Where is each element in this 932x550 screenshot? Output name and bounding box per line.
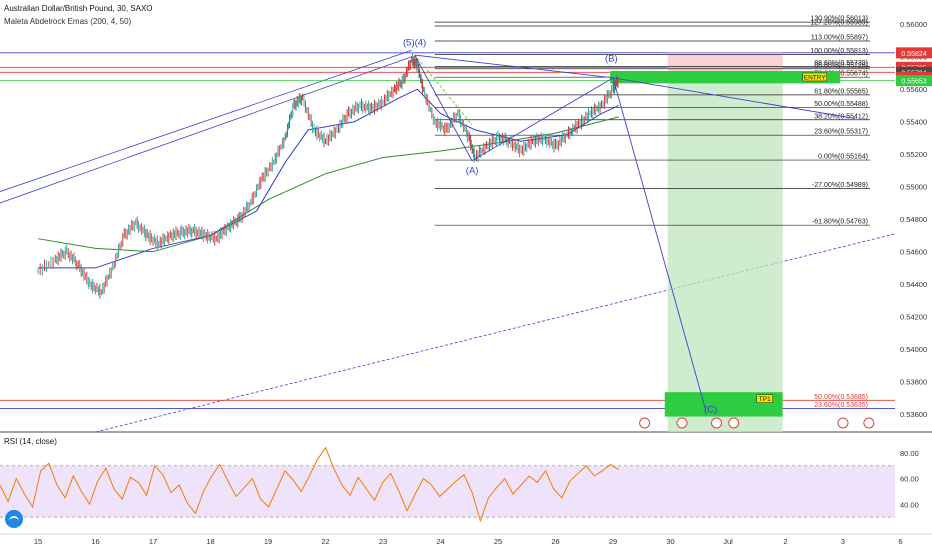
lower-fib-label: 50.00%(0.53685) (814, 394, 868, 401)
price-tick-label: 0.54400 (900, 280, 927, 289)
fib-level-label: 38.20%(0.55412) (814, 113, 868, 120)
wave-top-line (414, 54, 614, 79)
price-tag (896, 47, 932, 59)
time-tick-label: 23 (379, 537, 387, 546)
fib-level-label: 50.00%(0.55488) (814, 101, 868, 108)
time-tick-label: 2 (783, 537, 787, 546)
fib-level-label: 100.00%(0.55813) (810, 48, 868, 55)
time-tick-label: 19 (264, 537, 272, 546)
channel-line-upper (0, 56, 412, 204)
price-tick-label: 0.56000 (900, 20, 927, 29)
event-marker-icon (728, 417, 740, 429)
entry-zone (610, 71, 841, 84)
wave-c-projection (612, 77, 706, 408)
target-badge-label: TP1 (759, 396, 771, 403)
price-tick-label: 0.54800 (900, 215, 927, 224)
price-tick-label: 0.53600 (900, 410, 927, 419)
price-tick-label: 0.54000 (900, 345, 927, 354)
price-tick-label: 0.55400 (900, 118, 927, 127)
rsi-tick-label: 80.00 (900, 449, 919, 458)
time-tick-label: 3 (841, 537, 845, 546)
wave-abc-line (414, 54, 614, 162)
rsi-band (0, 465, 895, 518)
entry-badge-label: ENTRY (804, 74, 827, 81)
time-tick-label: 15 (34, 537, 42, 546)
target-badge (756, 394, 773, 403)
time-tick-label: 29 (609, 537, 617, 546)
event-marker-icon (711, 417, 722, 429)
time-tick-label: 18 (206, 537, 214, 546)
time-tick-label: 22 (321, 537, 329, 546)
wave-label: (C) (704, 405, 717, 416)
time-tick-label: 30 (666, 537, 674, 546)
tradingview-logo-icon[interactable] (5, 510, 23, 528)
take-profit-zone (667, 77, 783, 433)
wave-label: (B) (605, 54, 618, 65)
price-tick-label: 0.54600 (900, 248, 927, 257)
lower-fib-label: 23.60%(0.53635) (814, 402, 868, 409)
fib-level-label: 78.60%(0.55674) (814, 71, 868, 78)
price-tick-label: 0.55200 (900, 150, 927, 159)
time-tick-label: 25 (494, 537, 502, 546)
fib-level-label: 127.20%(0.55989) (810, 20, 868, 27)
time-tick-label: 6 (898, 537, 902, 546)
rsi-legend: RSI (14, close) (4, 437, 57, 446)
ema-slow-line (37, 116, 619, 253)
rsi-tick-label: 60.00 (900, 475, 919, 484)
chart-title: Australian Dollar/British Pound, 30, SAX… (4, 4, 153, 13)
event-marker-icon (837, 417, 849, 429)
channel-line-lower (0, 49, 412, 192)
dashed-green-line (417, 58, 473, 126)
time-tick-label: 16 (91, 537, 99, 546)
fib-level-label: 0.00%(0.55164) (818, 154, 868, 161)
price-tag-label: 0.55824 (901, 51, 926, 58)
rsi-line (0, 446, 620, 523)
event-marker-icon (863, 417, 875, 429)
time-tick-label: 17 (149, 537, 157, 546)
wave-label: (5)(4) (403, 37, 426, 48)
entry-badge (802, 72, 827, 82)
event-marker-icon (676, 417, 688, 429)
wave-fan-line (612, 77, 856, 119)
price-tag (896, 75, 932, 87)
fib-level-label: 86.60%(0.55726) (814, 62, 868, 69)
price-tag-label: 0.55653 (901, 79, 926, 86)
event-marker-icon (639, 417, 651, 429)
price-tick-label: 0.54200 (900, 313, 927, 322)
price-tick-label: 0.55600 (900, 85, 927, 94)
rsi-tick-label: 40.00 (900, 500, 919, 509)
fib-level-label: 23.60%(0.55317) (814, 129, 868, 136)
time-tick-label: Jul (723, 537, 733, 546)
fib-level-label: 113.00%(0.55897) (811, 34, 868, 41)
indicator-legend: Maleta Abdelrock Emas (200, 4, 50) (4, 17, 132, 26)
wave-label: (A) (466, 166, 479, 177)
price-tick-label: 0.53800 (900, 378, 927, 387)
fib-level-label: -27.00%(0.54989) (812, 182, 868, 189)
time-tick-label: 26 (551, 537, 559, 546)
fib-level-label: 61.80%(0.55565) (814, 88, 868, 95)
fib-level-label: 130.90%(0.56013) (810, 16, 868, 23)
price-tick-label: 0.55000 (900, 183, 927, 192)
fib-level-label: 88.60%(0.55739) (814, 60, 868, 67)
fib-level-label: -61.80%(0.54763) (812, 219, 868, 226)
time-tick-label: 24 (436, 537, 444, 546)
